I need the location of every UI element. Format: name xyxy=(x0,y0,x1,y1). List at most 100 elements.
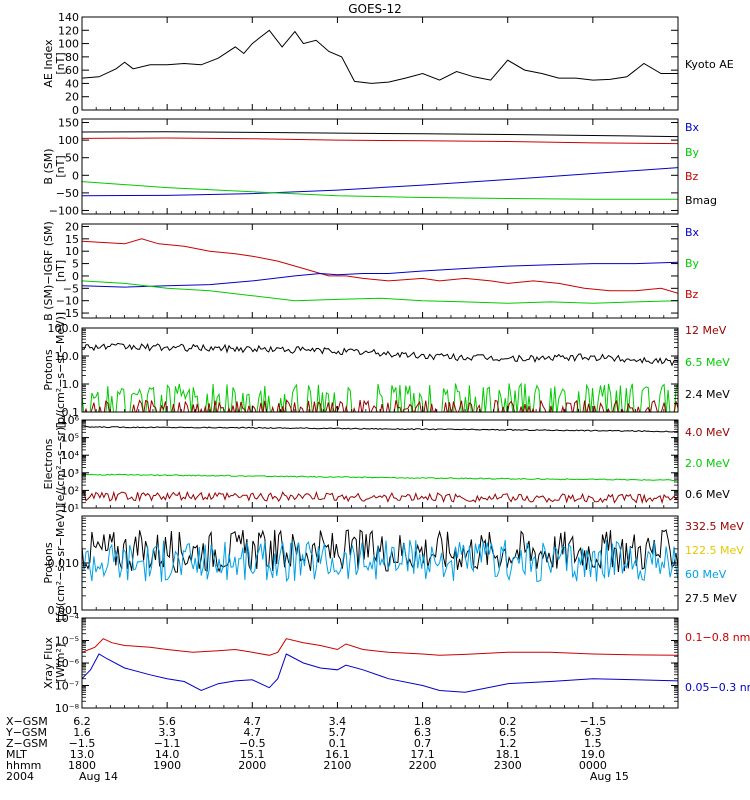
legend-entry: Bx xyxy=(685,121,700,134)
x-axis-value: 0.1 xyxy=(329,737,347,750)
y-tick-label: −5 xyxy=(63,282,79,295)
x-axis-value: 16.1 xyxy=(325,748,350,761)
y-tick-label: 120 xyxy=(58,24,79,37)
y-tick-label: 15 xyxy=(65,233,79,246)
x-axis-value: 5.6 xyxy=(158,715,176,728)
x-axis-value: 18.1 xyxy=(495,748,520,761)
legend-entry: 2.4 MeV xyxy=(685,388,730,401)
panel-protons_low-series xyxy=(82,342,678,412)
x-axis-row-label: hhmm xyxy=(6,759,41,772)
legend-entry: 0.6 MeV xyxy=(685,488,730,501)
y-axis-label: AE Index xyxy=(42,39,55,88)
y-tick-label: 150 xyxy=(58,117,79,130)
panel-electrons-series xyxy=(82,425,678,505)
legend-entry: 6.5 MeV xyxy=(685,356,730,369)
y-tick-label: 100 xyxy=(58,134,79,147)
y-tick-label: 80 xyxy=(65,51,79,64)
legend-entry: 2.0 MeV xyxy=(685,457,730,470)
x-axis-value: 6.5 xyxy=(499,726,517,739)
x-axis-value: 1800 xyxy=(68,759,96,772)
y-axis-label: B (SM)−IGRF (SM) xyxy=(42,221,55,321)
x-axis-value: 2300 xyxy=(494,759,522,772)
y-tick-label: −50 xyxy=(56,187,79,200)
y-tick-label: −100 xyxy=(49,204,79,217)
y-tick-label: 10.0 xyxy=(55,350,80,363)
legend-entry: Kyoto AE xyxy=(685,58,734,71)
y-tick-label: 40 xyxy=(65,77,79,90)
y-tick-label: 10² xyxy=(61,484,79,497)
panel-b-series xyxy=(82,131,678,200)
legend-entry: 122.5 MeV xyxy=(685,544,744,557)
x-axis-value: 5.7 xyxy=(329,726,347,739)
series-line-protons_low-2-4-mev xyxy=(82,342,678,367)
panel-db-series xyxy=(82,238,678,304)
y-tick-label: 10⁻⁷ xyxy=(55,680,79,693)
x-axis-value: 6.3 xyxy=(584,726,602,739)
series-line-electrons-2-0-mev xyxy=(82,473,678,482)
legend-entry: 60 MeV xyxy=(685,568,727,581)
series-line-db-bz xyxy=(82,238,678,294)
y-tick-label: 20 xyxy=(65,91,79,104)
panel-ae-series xyxy=(82,29,678,84)
x-axis-table: X−GSM 6.2 5.6 4.7 3.4 1.8 0.2 −1.5 Y−GSM 1.6 3.3 4.… xyxy=(5,715,629,783)
series-line-electrons-4-0-mev xyxy=(82,490,678,505)
x-axis-value: −1.5 xyxy=(69,737,96,750)
y-axis-label: [W/m²] xyxy=(54,644,67,682)
series-line-b-bz xyxy=(82,137,678,145)
legend-entry: By xyxy=(685,257,700,270)
y-axis-label: Xray Flux xyxy=(42,637,55,689)
y-axis-label: [e/(cm²−s−sr)] xyxy=(54,422,67,505)
y-tick-label: 0.010 xyxy=(48,557,80,570)
legend-entry: 27.5 MeV xyxy=(685,592,737,605)
y-tick-label: 10 xyxy=(65,245,79,258)
x-axis-value: 6.2 xyxy=(73,715,91,728)
y-tick-label: 20 xyxy=(65,220,79,233)
y-tick-label: 10⁻⁶ xyxy=(55,657,80,670)
legend-entry: Bz xyxy=(685,288,699,301)
panel-electrons: 10¹ 10² 10³ 10⁴ 10⁵ 10⁶ Electrons [e/(cm²−s−sr)… xyxy=(42,414,730,515)
x-axis-value: 2200 xyxy=(409,759,437,772)
x-axis-value: 0.2 xyxy=(499,715,517,728)
x-axis-value: 13.0 xyxy=(70,748,95,761)
y-tick-label: −15 xyxy=(56,307,79,320)
x-axis-value: −1.1 xyxy=(154,737,181,750)
x-axis-value: Aug 14 xyxy=(79,770,118,783)
y-tick-label: 100.0 xyxy=(48,322,80,335)
x-axis-value: 1.8 xyxy=(414,715,432,728)
x-axis-value: 4.7 xyxy=(244,715,262,728)
x-axis-value: 14.0 xyxy=(155,748,180,761)
series-line-db-by xyxy=(82,280,678,304)
y-tick-label: −10 xyxy=(56,295,79,308)
legend-entry: 4.0 MeV xyxy=(685,426,730,439)
legend-entry: 12 MeV xyxy=(685,324,727,337)
x-axis-value: 19.0 xyxy=(581,748,606,761)
x-axis-value: Aug 15 xyxy=(590,770,629,783)
x-axis-value: 1.2 xyxy=(499,737,517,750)
y-tick-label: 0.1 xyxy=(62,406,80,419)
legend-entry: 332.5 MeV xyxy=(685,520,744,533)
y-axis-label: [p/(cm²−s−sr−MeV)] xyxy=(54,505,67,621)
y-tick-label: 60 xyxy=(65,64,79,77)
series-line-protons_high-60-mev xyxy=(82,539,678,583)
x-axis-value: 17.1 xyxy=(410,748,435,761)
y-tick-label: 10⁵ xyxy=(61,432,79,445)
y-axis-label: [nT] xyxy=(54,260,67,282)
legend-entry: Bmag xyxy=(685,194,717,207)
x-axis-value: 3.3 xyxy=(158,726,176,739)
x-axis-value: −0.5 xyxy=(239,737,266,750)
x-axis-row-label: X−GSM xyxy=(6,715,48,728)
y-tick-label: 1.0 xyxy=(62,378,80,391)
y-tick-label: 10⁻⁵ xyxy=(55,635,79,648)
series-line-ae-kyoto-ae xyxy=(82,29,678,84)
panel-protons_high-series xyxy=(82,529,678,583)
series-line-xray-0-1-0-8-nm xyxy=(82,638,678,656)
x-axis-value: 2100 xyxy=(323,759,351,772)
y-tick-label: 10⁴ xyxy=(61,449,80,462)
y-tick-label: 0 xyxy=(72,169,79,182)
series-line-db-bx xyxy=(82,261,678,288)
legend-entry: 0.05−0.3 nm xyxy=(685,681,750,694)
